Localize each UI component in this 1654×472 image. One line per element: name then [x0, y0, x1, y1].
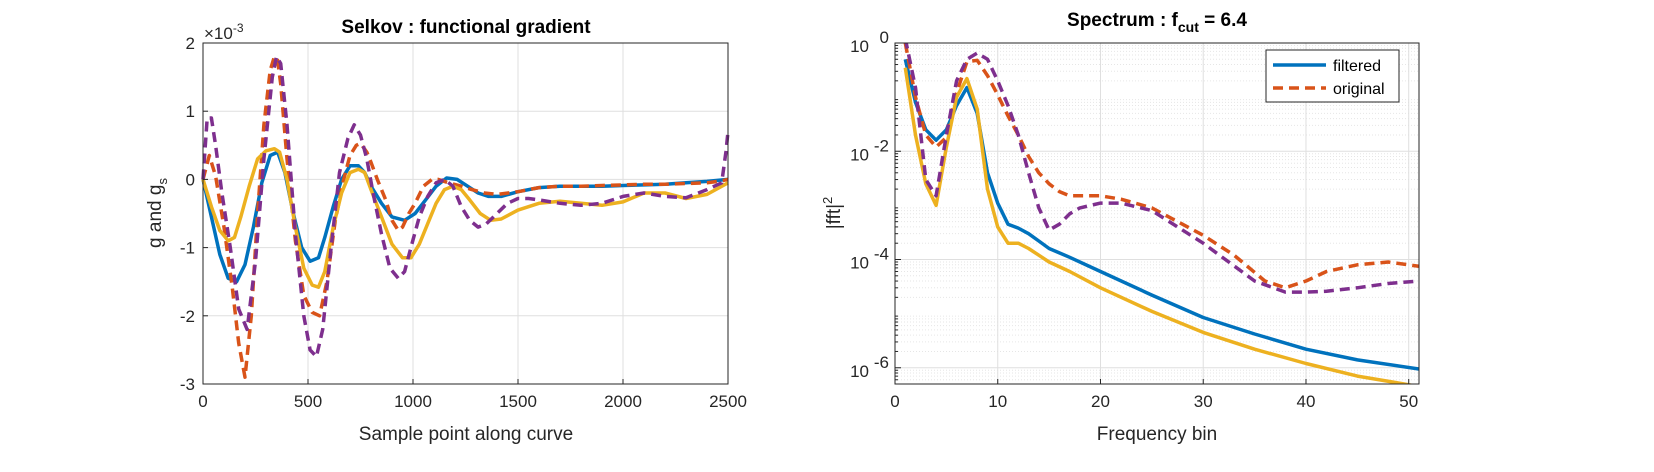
gradient-x-tick-label: 0: [198, 392, 207, 411]
spectrum-x-tick-label: 20: [1091, 392, 1110, 411]
spectrum-y-tick-label: 10: [850, 362, 869, 381]
gradient-y-tick-label: 1: [186, 102, 195, 121]
spectrum-x-tick-label: 0: [890, 392, 899, 411]
svg-text:|fft|2: |fft|2: [820, 197, 845, 230]
gradient-exponent-label: ×10-3: [204, 21, 244, 43]
gradient-x-tick-label: 2500: [709, 392, 747, 411]
gradient-series-line-4: [201, 54, 730, 359]
spectrum-y-tick-label: 10: [850, 254, 869, 273]
spectrum-y-tick-exponent: -6: [874, 353, 889, 372]
spectrum-y-tick-exponent: -4: [874, 245, 889, 264]
gradient-title: Selkov : functional gradient: [341, 17, 591, 38]
spectrum-series: [903, 43, 1419, 384]
gradient-series: [201, 54, 730, 379]
gradient-y-tick-label: 2: [186, 34, 195, 53]
legend-label-filtered: filtered: [1333, 58, 1381, 75]
spectrum-title: Spectrum : fcut = 6.4: [1067, 10, 1247, 35]
spectrum-y-tick-exponent: 0: [880, 28, 889, 47]
gradient-y-tick-label: -3: [180, 375, 195, 394]
spectrum-title-suffix: = 6.4: [1199, 10, 1247, 31]
legend-box: [1265, 49, 1400, 103]
gradient-x-tick-label: 500: [294, 392, 322, 411]
gradient-x-tick-label: 1000: [394, 392, 432, 411]
spectrum-panel: 0 10 20 30 40 50 10 -6 10 -4 10 -2 10 0 Spectrum : fc…: [820, 10, 1420, 445]
spectrum-title-sub: cut: [1178, 19, 1199, 35]
spectrum-series-line-4: [904, 43, 1419, 294]
gradient-series-line-1: [201, 150, 729, 284]
spectrum-series-line-3: [903, 67, 1415, 384]
gradient-y-axis-label: g and gs: [145, 178, 170, 248]
spectrum-y-tick-label: 10: [850, 37, 869, 56]
gradient-series-line-3: [201, 146, 729, 289]
gradient-y-tick-label: -1: [180, 239, 195, 258]
spectrum-x-tick-label: 30: [1194, 392, 1213, 411]
spectrum-y-label-main: |fft|: [824, 204, 845, 229]
svg-text:g and gs: g and gs: [145, 178, 170, 248]
spectrum-grid: [894, 42, 1419, 384]
gradient-ticks: 0 500 1000 1500 2000 2500 -3 -2 -1 0 1 2: [180, 34, 747, 411]
gradient-y-label-main: g and g: [145, 185, 166, 248]
legend-label-original: original: [1333, 81, 1385, 98]
gradient-x-axis-label: Sample point along curve: [359, 424, 573, 445]
spectrum-x-tick-label: 40: [1297, 392, 1316, 411]
gradient-exponent-power: -3: [233, 21, 244, 35]
spectrum-y-label-sup: 2: [820, 197, 835, 204]
gradient-exponent-prefix: ×10: [204, 24, 233, 43]
gradient-x-tick-label: 1500: [499, 392, 537, 411]
spectrum-series-clip: [903, 43, 1419, 384]
spectrum-x-tick-label: 50: [1399, 392, 1418, 411]
gradient-panel: 0 500 1000 1500 2000 2500 -3 -2 -1 0 1 2 Selkov : f…: [145, 17, 747, 445]
spectrum-y-tick-exponent: -2: [874, 136, 889, 155]
gradient-x-tick-label: 2000: [604, 392, 642, 411]
spectrum-legend: filtered original: [1265, 49, 1400, 103]
spectrum-ticks: 0 10 20 30 40 50 10 -6 10 -4 10 -2 10 0: [850, 28, 1418, 411]
spectrum-y-tick-label: 10: [850, 145, 869, 164]
gradient-axes-box: [202, 42, 729, 385]
gradient-y-label-sub: s: [155, 178, 170, 185]
spectrum-series-line-1: [903, 58, 1419, 371]
spectrum-title-main: Spectrum : f: [1067, 10, 1179, 31]
spectrum-x-tick-label: 10: [988, 392, 1007, 411]
gradient-series-line-2: [201, 54, 729, 379]
spectrum-x-axis-label: Frequency bin: [1097, 424, 1217, 445]
gradient-y-tick-label: -2: [180, 307, 195, 326]
gradient-y-tick-label: 0: [186, 170, 195, 189]
spectrum-y-axis-label: |fft|2: [820, 197, 845, 230]
